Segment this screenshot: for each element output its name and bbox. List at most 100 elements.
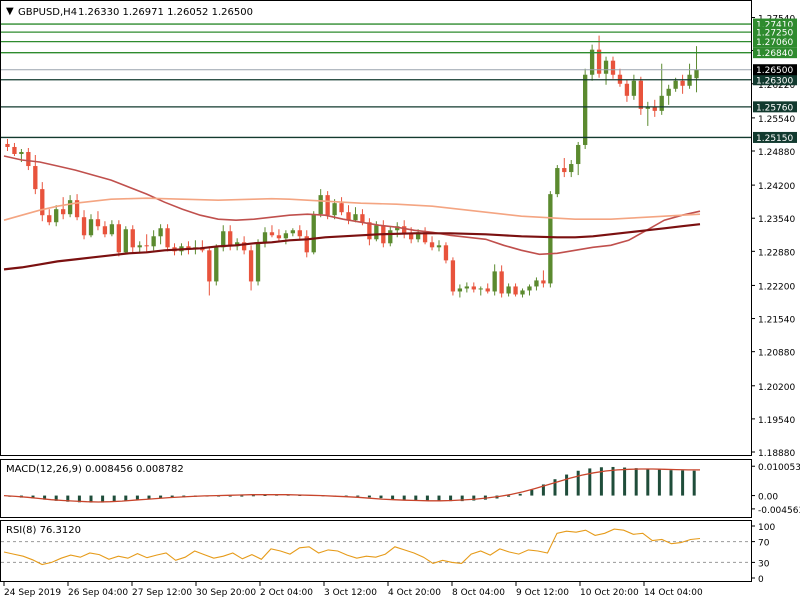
price-axis-label: 1.18880 [758, 449, 795, 459]
candle-body [471, 286, 476, 290]
candle-body [659, 95, 664, 111]
time-axis-label: 4 Oct 20:00 [388, 588, 441, 598]
candle-body [255, 243, 261, 282]
candle-body [26, 151, 31, 167]
macd-histogram-bar [437, 495, 441, 502]
candle-body [485, 288, 490, 292]
macd-histogram-bar [576, 470, 580, 496]
time-axis-label: 30 Sep 20:00 [196, 588, 256, 598]
candle-body [367, 222, 372, 240]
level-price-tag-label: 1.26840 [756, 49, 793, 59]
rsi-axis-label: 100 [758, 523, 775, 533]
time-axis-label: 3 Oct 12:00 [324, 588, 377, 598]
rsi-line [3, 528, 701, 566]
time-axis-label: 9 Oct 12:00 [516, 588, 569, 598]
macd-histogram-bar [472, 495, 476, 501]
candle-body [241, 242, 247, 251]
price-axis-label: 1.24880 [758, 148, 795, 158]
candle-body [47, 215, 52, 223]
candle-body [214, 247, 219, 282]
rsi-legend: RSI(8) 76.3120 [6, 525, 81, 536]
candle-body [694, 69, 699, 79]
candle-body [137, 245, 142, 248]
candle-body [562, 168, 567, 173]
candle-body [374, 225, 379, 240]
candle-body [673, 80, 678, 89]
candle-body [527, 286, 532, 291]
macd-histogram-bar [634, 468, 638, 496]
candle-body [158, 228, 163, 237]
candle-body [33, 166, 38, 190]
macd-histogram-bar [391, 495, 395, 500]
macd-histogram-bar [66, 495, 70, 502]
candle-body [388, 230, 393, 244]
level-price-tag [753, 36, 797, 48]
macd-histogram-bar [54, 495, 58, 501]
candle-body [555, 168, 560, 195]
candle-body [520, 290, 525, 295]
level-price-tag-label: 1.25760 [756, 103, 793, 113]
candle-body [680, 80, 685, 86]
macd-histogram-bar [228, 495, 232, 497]
candle-body [666, 88, 671, 96]
time-axis-label: 10 Oct 20:00 [580, 588, 639, 598]
macd-histogram-bar [379, 495, 383, 499]
macd-histogram-bar [31, 495, 35, 499]
macd-histogram-bar [101, 495, 105, 503]
time-axis-label: 27 Sep 12:00 [132, 588, 192, 598]
macd-histogram-bar [507, 495, 511, 497]
macd-histogram-bar [518, 493, 522, 496]
current-price-tag [753, 64, 797, 76]
candle-body [596, 49, 602, 74]
macd-histogram-bar [553, 479, 557, 496]
collapse-triangle-icon[interactable]: ▼ [6, 6, 14, 17]
candle-body [81, 217, 87, 236]
candle-body [95, 219, 101, 227]
candle-body [144, 245, 149, 247]
candle-body [513, 286, 518, 295]
time-axis-label: 26 Sep 04:00 [68, 588, 128, 598]
macd-legend: MACD(12,26,9) 0.008456 0.008782 [6, 464, 184, 475]
macd-histogram-bar [414, 495, 418, 501]
candle-body [67, 200, 73, 215]
candle-body [276, 235, 282, 239]
candle-body [652, 106, 657, 111]
price-axis-label: 1.20880 [758, 349, 795, 359]
macd-histogram-bar [112, 495, 116, 502]
macd-histogram-bar [565, 474, 569, 496]
candle-body [436, 245, 442, 248]
level-price-tag [753, 47, 797, 59]
time-axis-label: 2 Oct 04:00 [260, 588, 313, 598]
candle-body [165, 228, 170, 248]
rsi-panel [0, 520, 752, 582]
candle-body [102, 226, 108, 235]
candle-body [123, 229, 128, 253]
symbol-label: GBPUSD,H4 [18, 7, 77, 18]
candle-body [54, 209, 59, 223]
candle-body [603, 60, 609, 74]
candle-body [339, 203, 344, 213]
candle-body [74, 200, 80, 218]
candle-body [5, 143, 10, 147]
macd-histogram-bar [530, 489, 534, 496]
candle-body [318, 195, 323, 215]
macd-axis-label: 0.00 [758, 493, 778, 503]
candle-body [61, 209, 66, 215]
price-axis-label: 1.25540 [758, 115, 795, 125]
macd-histogram-bar [541, 484, 545, 496]
macd-histogram-bar [669, 470, 673, 496]
time-axis-label: 8 Oct 04:00 [452, 588, 505, 598]
macd-signal-line [3, 468, 700, 503]
candle-body [457, 288, 463, 292]
candle-body [332, 203, 337, 216]
rsi-axis-label: 30 [758, 559, 770, 569]
level-price-tag-label: 1.25150 [756, 134, 793, 144]
macd-histogram-bar [588, 468, 592, 496]
candle-body [151, 236, 156, 247]
candle-body [88, 219, 94, 236]
macd-histogram-bar [170, 495, 174, 498]
candle-body [583, 74, 588, 145]
candle-body [248, 250, 254, 282]
candle-body [443, 245, 449, 261]
